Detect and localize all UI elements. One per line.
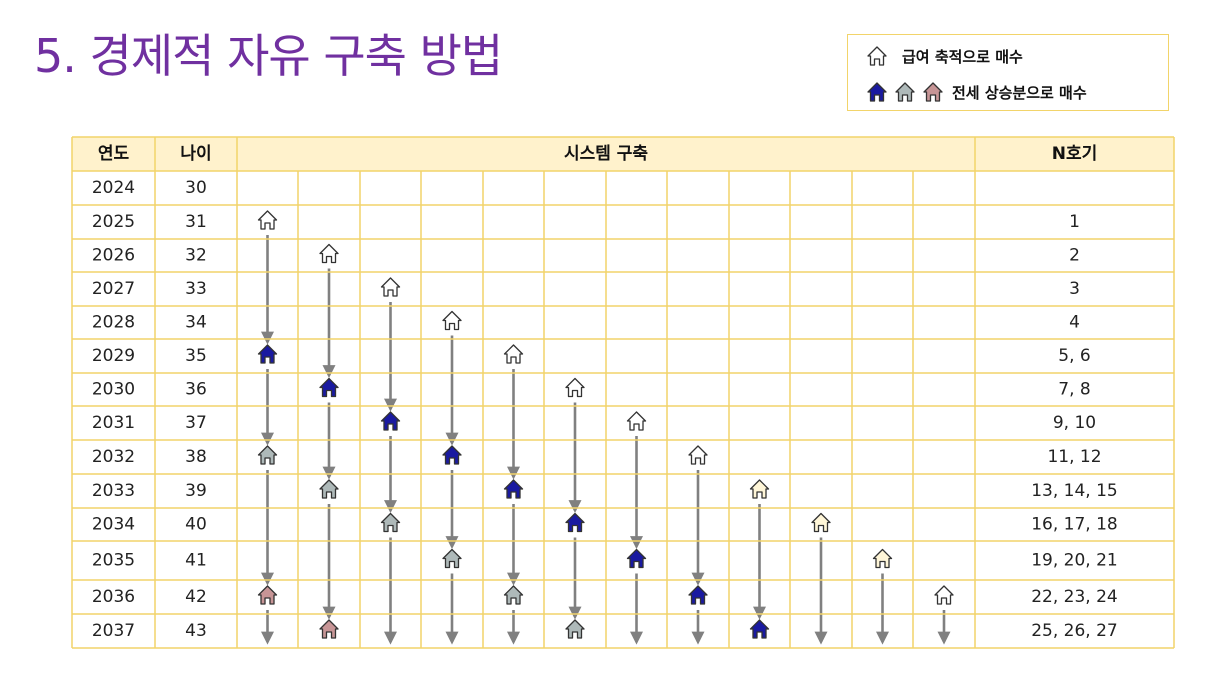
row-count: 5, 6 [1058,346,1090,366]
house-navy-icon [749,619,770,639]
house-navy-icon [626,548,647,569]
house-navy-icon [442,445,462,465]
page-title: 5. 경제적 자유 구축 방법 [34,29,503,83]
row-year: 2030 [92,380,135,400]
row-count: 25, 26, 27 [1031,621,1118,641]
house-gray-icon [895,82,915,102]
header-system: 시스템 구축 [564,144,648,164]
house-navy-icon [688,585,708,605]
row-age: 34 [185,313,207,333]
row-year: 2034 [92,515,135,535]
row-year: 2029 [92,346,135,366]
row-count: 13, 14, 15 [1031,481,1118,501]
row-year: 2024 [92,178,135,198]
row-year: 2031 [92,413,135,433]
row-age: 42 [185,587,207,607]
row-count: 2 [1069,246,1080,266]
house-cream-icon [872,548,893,569]
house-white-icon [565,377,585,398]
legend-item-salary: 급여 축적으로 매수 [866,43,1023,69]
row-count: 1 [1069,212,1080,232]
legend-box: 급여 축적으로 매수 전세 상승분으로 매수 [847,34,1169,111]
house-navy-icon [503,479,524,499]
row-year: 2028 [92,313,135,333]
row-age: 43 [185,621,207,641]
house-gray-icon [257,445,278,465]
house-white-icon [380,277,401,297]
house-navy-icon [867,82,887,102]
legend-label-jeonse: 전세 상승분으로 매수 [952,83,1087,102]
row-year: 2026 [92,246,135,266]
house-gray-icon [503,585,524,605]
row-count: 4 [1069,313,1080,333]
house-white-icon [442,310,462,331]
house-pink-icon [257,585,278,605]
row-age: 41 [185,551,207,571]
house-white-icon [319,243,339,264]
house-gray-icon [319,479,339,499]
row-year: 2033 [92,481,135,501]
row-count: 3 [1069,279,1080,299]
house-white-icon [626,411,647,431]
row-age: 37 [185,413,207,433]
house-pink-icon [319,619,339,639]
row-age: 38 [185,447,207,467]
row-year: 2037 [92,621,135,641]
house-white-icon [503,344,524,364]
row-count: 9, 10 [1053,413,1096,433]
header-count: N호기 [1052,144,1098,164]
house-gray-icon [565,619,585,639]
row-age: 33 [185,279,207,299]
row-year: 2036 [92,587,135,607]
house-gray-icon [442,548,462,569]
legend-label-salary: 급여 축적으로 매수 [902,47,1023,66]
row-age: 30 [185,178,207,198]
house-navy-icon [257,344,278,364]
house-cream-icon [749,479,770,499]
header-age: 나이 [180,144,211,164]
row-count: 16, 17, 18 [1031,515,1118,535]
legend-item-jeonse: 전세 상승분으로 매수 [866,79,1087,105]
row-age: 32 [185,246,207,266]
house-navy-icon [565,512,585,533]
row-count: 11, 12 [1047,447,1101,467]
row-year: 2027 [92,279,135,299]
house-cream-icon [811,512,831,533]
row-year: 2035 [92,551,135,571]
row-count: 19, 20, 21 [1031,551,1118,571]
header-year: 연도 [98,144,130,164]
row-count: 22, 23, 24 [1031,587,1118,607]
row-age: 36 [185,380,207,400]
row-year: 2032 [92,447,135,467]
house-white-icon [934,585,954,605]
house-navy-icon [319,377,339,398]
house-pink-icon [923,82,943,102]
row-age: 39 [185,481,207,501]
row-age: 40 [185,515,207,535]
row-age: 35 [185,346,207,366]
house-gray-icon [380,512,401,533]
header-row-bg [72,137,1174,171]
house-navy-icon [380,411,401,431]
row-count: 7, 8 [1058,380,1090,400]
house-white-icon [867,46,887,66]
row-age: 31 [185,212,207,232]
house-white-icon [257,210,278,230]
row-year: 2025 [92,212,135,232]
house-white-icon [688,445,708,465]
